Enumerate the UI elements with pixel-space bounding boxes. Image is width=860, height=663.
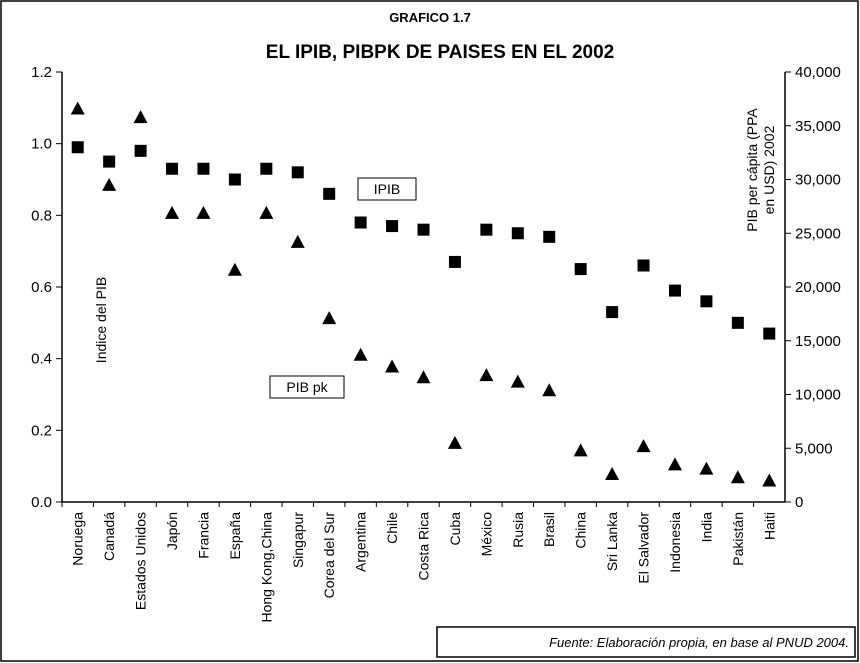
source-note: Fuente: Elaboración propia, en base al P… — [549, 635, 849, 650]
square-marker — [543, 230, 556, 243]
triangle-marker — [290, 234, 305, 248]
square-marker — [448, 255, 461, 268]
triangle-marker — [447, 435, 462, 449]
triangle-marker — [542, 383, 557, 397]
y2-tick-label: 10,000 — [795, 387, 841, 404]
triangle-marker — [573, 443, 588, 457]
y2-tick-label: 35,000 — [795, 118, 841, 135]
y2-axis-label: PIB per cápita (PPA — [744, 108, 760, 232]
square-marker — [417, 223, 430, 236]
square-marker — [386, 220, 399, 233]
triangle-marker — [102, 177, 117, 191]
y2-tick-label: 5,000 — [795, 440, 833, 457]
triangle-marker — [510, 374, 525, 388]
square-marker — [668, 284, 681, 297]
triangle-marker — [165, 205, 180, 219]
series-label: PIB pk — [286, 379, 328, 395]
x-tick-label: Argentina — [353, 512, 369, 572]
y-tick-label: 0.0 — [31, 494, 52, 511]
square-marker — [291, 166, 304, 179]
y-tick-label: 0.2 — [31, 422, 52, 439]
x-tick-label: Rusia — [510, 512, 526, 548]
square-marker — [637, 259, 650, 272]
x-tick-label: India — [698, 512, 714, 543]
square-marker — [166, 162, 179, 175]
y-axis-label: Indice del PIB — [93, 277, 109, 363]
triangle-marker — [730, 470, 745, 484]
triangle-marker — [353, 347, 368, 361]
triangle-marker — [259, 205, 274, 219]
x-tick-label: México — [478, 512, 494, 557]
x-tick-label: Cuba — [447, 512, 463, 546]
square-marker — [574, 263, 587, 276]
y2-tick-label: 0 — [795, 494, 803, 511]
y2-tick-label: 30,000 — [795, 172, 841, 189]
x-tick-label: Japón — [164, 512, 180, 550]
triangle-marker — [605, 467, 620, 481]
square-marker — [700, 295, 713, 308]
annotation-box — [269, 375, 345, 399]
x-tick-label: Francia — [195, 512, 211, 559]
chart-supertitle: GRAFICO 1.7 — [389, 10, 471, 25]
x-tick-label: Chile — [384, 512, 400, 544]
y2-tick-label: 25,000 — [795, 225, 841, 242]
y2-tick-label: 20,000 — [795, 279, 841, 296]
x-tick-label: Costa Rica — [416, 512, 432, 581]
x-tick-label: Noruega — [70, 512, 86, 566]
triangle-marker — [636, 439, 651, 453]
triangle-marker — [667, 457, 682, 471]
annotation-box — [357, 177, 417, 201]
square-marker — [511, 227, 524, 240]
x-tick-label: España — [227, 512, 243, 560]
x-tick-label: Corea del Sur — [321, 512, 337, 599]
x-tick-label: Estados Unidos — [133, 512, 149, 610]
square-marker — [228, 173, 241, 186]
square-marker — [134, 144, 147, 157]
triangle-marker — [133, 110, 148, 124]
square-marker — [354, 216, 367, 229]
triangle-marker — [416, 370, 431, 384]
triangle-marker — [322, 311, 337, 325]
square-marker — [71, 141, 84, 154]
x-tick-label: Haiti — [761, 512, 777, 540]
x-tick-label: Canadá — [101, 512, 117, 561]
square-marker — [731, 316, 744, 329]
y-tick-label: 1.2 — [31, 64, 52, 81]
y2-tick-label: 40,000 — [795, 64, 841, 81]
series-label: IPIB — [374, 181, 400, 197]
triangle-marker — [762, 473, 777, 487]
triangle-marker — [479, 368, 494, 382]
square-marker — [260, 162, 273, 175]
x-tick-label: El Salvador — [636, 512, 652, 584]
square-marker — [480, 223, 493, 236]
y2-axis-label: en USD) 2002 — [761, 125, 777, 214]
triangle-marker — [699, 461, 714, 475]
y-tick-label: 0.8 — [31, 207, 52, 224]
y-tick-label: 0.4 — [31, 351, 52, 368]
x-tick-label: Sri Lanka — [604, 512, 620, 571]
y-tick-label: 0.6 — [31, 279, 52, 296]
x-tick-label: Pakistán — [730, 512, 746, 566]
square-marker — [103, 155, 116, 168]
square-marker — [606, 306, 619, 319]
triangle-marker — [227, 262, 242, 276]
triangle-marker — [70, 101, 85, 115]
y2-tick-label: 15,000 — [795, 333, 841, 350]
triangle-marker — [385, 359, 400, 373]
source-box — [436, 626, 856, 658]
square-marker — [197, 162, 210, 175]
square-marker — [323, 187, 336, 200]
square-marker — [763, 327, 776, 340]
x-tick-label: Hong Kong,China — [258, 512, 274, 623]
chart-title: EL IPIB, PIBPK DE PAISES EN EL 2002 — [266, 42, 614, 63]
triangle-marker — [196, 205, 211, 219]
x-tick-label: Brasil — [541, 512, 557, 547]
x-tick-label: Singapur — [290, 512, 306, 568]
y-tick-label: 1.0 — [31, 136, 52, 153]
x-tick-label: Indonesia — [667, 512, 683, 573]
x-tick-label: China — [573, 512, 589, 549]
